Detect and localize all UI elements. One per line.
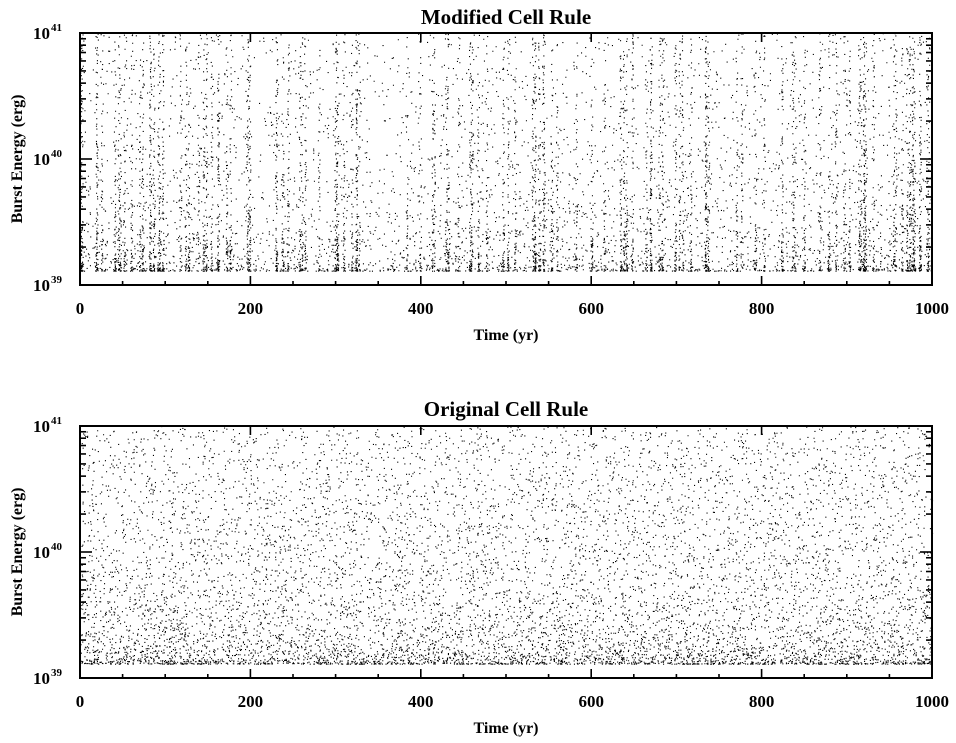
chart-title: Original Cell Rule	[424, 397, 589, 421]
y-axis-label: Burst Energy (erg)	[9, 95, 26, 224]
x-tick-label: 400	[408, 299, 434, 318]
y-tick-label: 10	[33, 417, 50, 436]
plot-frame	[79, 425, 933, 679]
burst-event-points	[80, 426, 934, 665]
x-tick-label: 0	[76, 299, 85, 318]
x-tick-label: 600	[578, 692, 604, 711]
y-tick-label: 10	[33, 543, 50, 562]
x-tick-label: 800	[749, 692, 775, 711]
y-tick-exponent: 40	[51, 541, 63, 553]
x-tick-label: 800	[749, 299, 775, 318]
y-tick-exponent: 40	[51, 148, 63, 160]
x-tick-label: 600	[578, 299, 604, 318]
x-tick-label: 1000	[915, 692, 949, 711]
y-tick-label: 10	[33, 150, 50, 169]
y-tick-label: 10	[33, 669, 50, 688]
y-axis-label: Burst Energy (erg)	[9, 488, 26, 617]
x-tick-label: 200	[238, 299, 264, 318]
chart-title: Modified Cell Rule	[421, 5, 591, 29]
x-tick-label: 1000	[915, 299, 949, 318]
y-tick-exponent: 41	[51, 415, 62, 427]
x-axis-label: Time (yr)	[473, 720, 538, 737]
plot-frame	[79, 32, 933, 286]
y-tick-exponent: 39	[51, 667, 63, 679]
burst-event-points	[80, 33, 933, 272]
y-tick-exponent: 41	[51, 22, 62, 34]
scatter-points	[80, 426, 934, 665]
x-tick-label: 0	[76, 692, 85, 711]
scatter-points	[80, 33, 933, 272]
y-tick-label: 10	[33, 24, 50, 43]
x-tick-label: 200	[238, 692, 264, 711]
y-tick-exponent: 39	[51, 274, 63, 286]
x-axis-label: Time (yr)	[473, 327, 538, 344]
x-tick-label: 400	[408, 692, 434, 711]
y-tick-label: 10	[33, 276, 50, 295]
